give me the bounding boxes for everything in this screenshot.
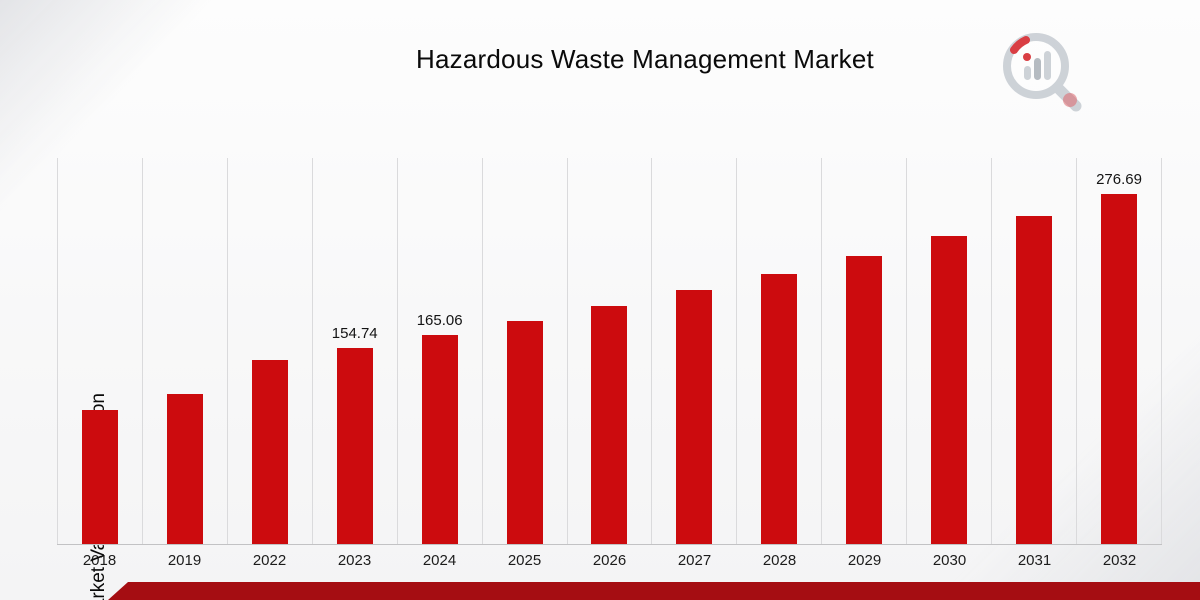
x-tick-2024: 2024	[422, 552, 457, 569]
magnifier-bar-chart-logo	[1003, 33, 1082, 112]
bar-2025	[506, 321, 543, 544]
bottom-ribbon	[108, 582, 1200, 600]
bar-chart: Market Value in USD Billion 154.74165.06…	[57, 158, 1162, 600]
plot-area: 154.74 165.06 276.69	[57, 158, 1162, 545]
plot-cell-2032: 276.69	[1076, 158, 1162, 544]
bar-2030	[931, 236, 968, 544]
plot-cell-2029	[821, 158, 906, 544]
bar-value-label-2024: 165.06	[416, 312, 463, 330]
x-tick-2025: 2025	[507, 552, 542, 569]
x-tick-2018: 2018	[82, 552, 117, 569]
x-tick-2031: 2031	[1017, 552, 1052, 569]
plot-cell-2025	[481, 158, 567, 544]
plot-cell-2024: 165.06	[396, 158, 482, 544]
x-tick-2026: 2026	[592, 552, 627, 569]
plot-cell-2026	[566, 158, 652, 544]
bar-2032	[1101, 193, 1138, 544]
plot-cell-2022	[226, 158, 312, 544]
bar-2029	[846, 255, 883, 544]
bar-2028	[761, 273, 798, 544]
plot-cell-2019	[141, 158, 227, 544]
bar-2023	[336, 348, 373, 544]
x-tick-2023: 2023	[337, 552, 372, 569]
plot-cell-2028	[736, 158, 821, 544]
plot-cell-2023: 154.74	[311, 158, 397, 544]
x-tick-2028: 2028	[762, 552, 797, 569]
plot-cell-2030	[906, 158, 991, 544]
bar-2022	[251, 360, 288, 544]
bar-2026	[591, 306, 628, 544]
bar-2019	[166, 393, 203, 544]
x-tick-2019: 2019	[167, 552, 202, 569]
x-tick-2022: 2022	[252, 552, 287, 569]
bar-2024	[421, 335, 458, 544]
x-tick-2030: 2030	[932, 552, 967, 569]
x-tick-2029: 2029	[847, 552, 882, 569]
bar-value-label-2032: 276.69	[1096, 170, 1142, 188]
x-tick-2027: 2027	[677, 552, 712, 569]
x-tick-2032: 2032	[1102, 552, 1137, 569]
bar-2027	[676, 290, 713, 544]
plot-cell-2031	[991, 158, 1076, 544]
bar-value-label-2023: 154.74	[331, 325, 378, 343]
plot-cell-2018	[57, 158, 142, 544]
logo-bars-icon	[1023, 51, 1051, 80]
bar-2018	[81, 410, 118, 544]
bar-2031	[1016, 215, 1053, 544]
page-title: Hazardous Waste Management Market	[416, 44, 874, 74]
plot-cell-2027	[651, 158, 736, 544]
x-axis-labels: 2018 2019 2022 2023 2024 2025 2026 2027 2028 2029…	[57, 552, 1162, 569]
magnifier-icon	[1003, 33, 1082, 112]
